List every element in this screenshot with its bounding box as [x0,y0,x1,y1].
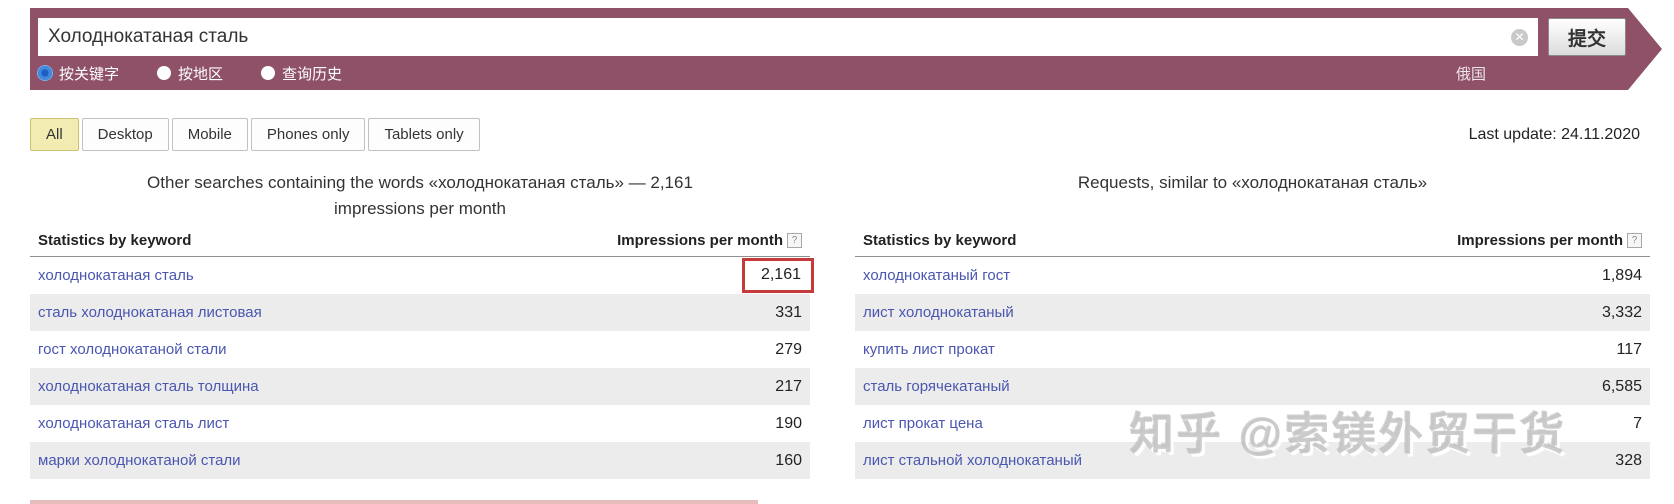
highlighted-impressions-cell: 2,161 [741,258,814,293]
panel-title-text: Other searches containing the words «хол… [147,173,693,219]
impressions-value: 1,894 [1601,266,1642,284]
annotation-line [30,500,758,504]
keyword-link[interactable]: сталь горячекатаный [863,378,1010,395]
radio-option-label: 查询历史 [282,65,343,83]
impressions-cell: 279 [775,341,802,359]
impressions-value: 2,161 [760,266,801,283]
radio-group: 按关键字 按地区 查询历史 俄国 [38,56,1622,90]
tab-desktop[interactable]: Desktop [81,118,169,151]
table-row: марки холоднокатаной стали 160 [30,442,810,479]
impressions-value: 331 [775,303,802,321]
radio-button-icon[interactable] [261,66,275,80]
impressions-column-header: Impressions per month [1457,232,1623,249]
help-icon[interactable]: ? [1627,233,1642,248]
tab-all[interactable]: All [30,118,79,151]
table-body: холоднокатаный гост 1,894 лист холоднока… [855,257,1650,479]
impressions-cell: 328 [1615,452,1642,470]
table-row: гост холоднокатаной стали 279 [30,331,810,368]
table-row: сталь холоднокатаная листовая 331 [30,294,810,331]
radio-option[interactable]: 查询历史 [261,63,342,84]
panel-title: Requests, similar to «холоднокатаная ста… [855,170,1650,228]
device-tabs: All Desktop Mobile Phones only Tablets o… [30,118,480,151]
table-body: холоднокатаная сталь 2,161 сталь холодно… [30,257,814,479]
impressions-cell: 117 [1616,341,1642,359]
radio-button-icon[interactable] [38,66,52,80]
impressions-column-header: Impressions per month [617,232,783,249]
panel-title-text: Requests, similar to «холоднокатаная ста… [1077,173,1428,192]
region-selector[interactable]: 俄国 [1455,65,1486,83]
keyword-link[interactable]: холоднокатаная сталь [38,267,194,284]
table-row: лист стальной холоднокатаный 328 [855,442,1650,479]
impressions-value: 279 [775,340,802,358]
keyword-link[interactable]: сталь холоднокатаная листовая [38,304,262,321]
table-row: холоднокатаная сталь 2,161 [30,257,814,294]
table-row: сталь горячекатаный 6,585 [855,368,1650,405]
radio-option-label: 按地区 [178,65,224,83]
keyword-link[interactable]: лист холоднокатаный [863,304,1014,321]
clear-input-icon[interactable]: ✕ [1511,29,1528,46]
last-update-label: Last update: 24.11.2020 [1468,126,1640,143]
impressions-cell: 3,332 [1602,304,1642,322]
search-query-text: Холоднокатаная сталь [48,26,249,47]
table-header: Statistics by keyword Impressions per mo… [30,228,810,257]
impressions-cell: 6,585 [1602,378,1642,396]
keyword-link[interactable]: гост холоднокатаной стали [38,341,227,358]
radio-option[interactable]: 按关键字 [38,63,119,84]
impressions-cell: 160 [775,452,802,470]
impressions-cell: 190 [775,415,802,433]
impressions-value: 7 [1633,414,1642,432]
table-row: холоднокатаная сталь лист 190 [30,405,810,442]
keyword-link[interactable]: лист стальной холоднокатаный [863,452,1083,469]
keyword-link[interactable]: купить лист прокат [863,341,995,358]
table-row: холоднокатаный гост 1,894 [855,257,1650,294]
keyword-link[interactable]: холоднокатаная сталь лист [38,415,230,432]
radio-button-icon[interactable] [157,66,171,80]
keyword-link[interactable]: лист прокат цена [863,415,983,432]
radio-option-label: 按关键字 [59,65,120,83]
keyword-column-header: Statistics by keyword [863,232,1017,249]
radio-option[interactable]: 按地区 [157,63,223,84]
impressions-cell: 7 [1633,415,1642,433]
table-row: лист холоднокатаный 3,332 [855,294,1650,331]
impressions-value: 6,585 [1601,377,1642,395]
impressions-value: 190 [775,414,802,432]
impressions-value: 328 [1615,451,1642,469]
impressions-value: 3,332 [1601,303,1642,321]
search-ribbon: Холоднокатаная сталь ✕ 提交 按关键字 按地区 查询历史 … [30,8,1662,90]
submit-button[interactable]: 提交 [1548,18,1626,56]
impressions-value: 160 [775,451,802,469]
impressions-cell: 217 [775,378,802,396]
keyword-link[interactable]: марки холоднокатаной стали [38,452,241,469]
keyword-column-header: Statistics by keyword [38,232,192,249]
help-icon[interactable]: ? [787,233,802,248]
search-input[interactable]: Холоднокатаная сталь ✕ [38,18,1538,56]
impressions-value: 117 [1616,340,1642,358]
table-header: Statistics by keyword Impressions per mo… [855,228,1650,257]
tab-tablets-only[interactable]: Tablets only [368,118,480,151]
impressions-value: 217 [775,377,802,395]
table-row: холоднокатаная сталь толщина 217 [30,368,810,405]
table-row: лист прокат цена 7 [855,405,1650,442]
similar-requests-panel: Requests, similar to «холоднокатаная ста… [855,170,1650,479]
impressions-cell: 331 [775,304,802,322]
impressions-cell: 1,894 [1602,267,1642,285]
keyword-link[interactable]: холоднокатаный гост [863,267,1011,284]
table-row: купить лист прокат 117 [855,331,1650,368]
panel-title: Other searches containing the words «хол… [30,170,810,228]
tab-phones-only[interactable]: Phones only [250,118,366,151]
other-searches-panel: Other searches containing the words «хол… [30,170,814,479]
tab-mobile[interactable]: Mobile [171,118,248,151]
keyword-link[interactable]: холоднокатаная сталь толщина [38,378,259,395]
